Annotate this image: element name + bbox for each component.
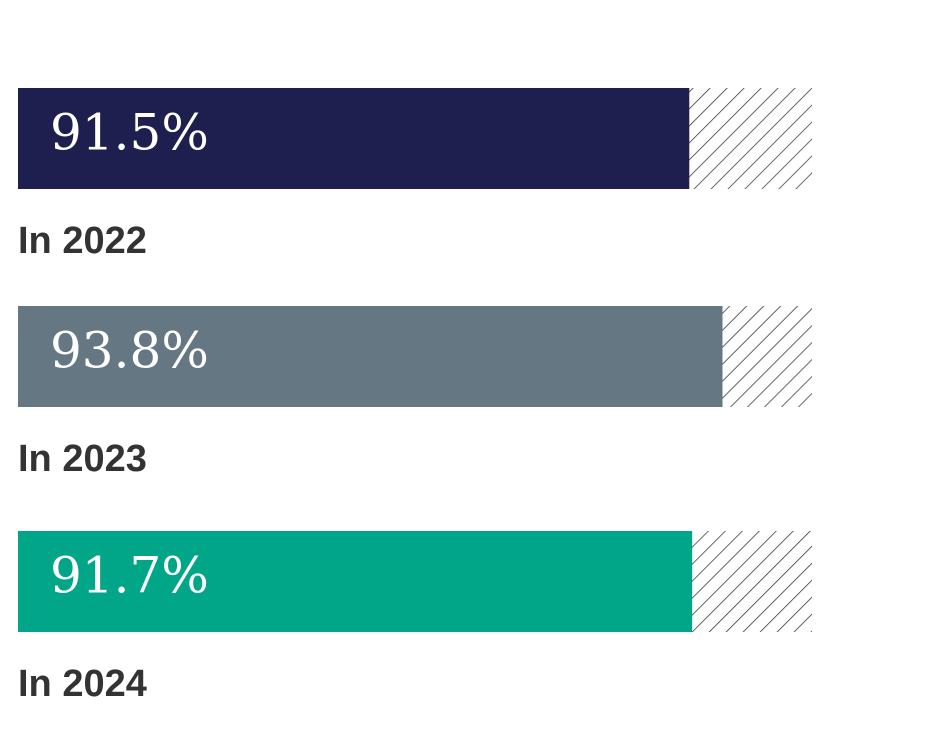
value-label: 93.8% [50, 322, 209, 380]
bar [18, 531, 693, 632]
category-label: In 2023 [18, 438, 147, 480]
bar [18, 306, 723, 407]
category-label: In 2022 [18, 220, 147, 262]
category-label: In 2024 [18, 663, 147, 705]
bar [18, 88, 690, 189]
value-label: 91.7% [50, 547, 209, 605]
value-label: 91.5% [50, 104, 209, 162]
